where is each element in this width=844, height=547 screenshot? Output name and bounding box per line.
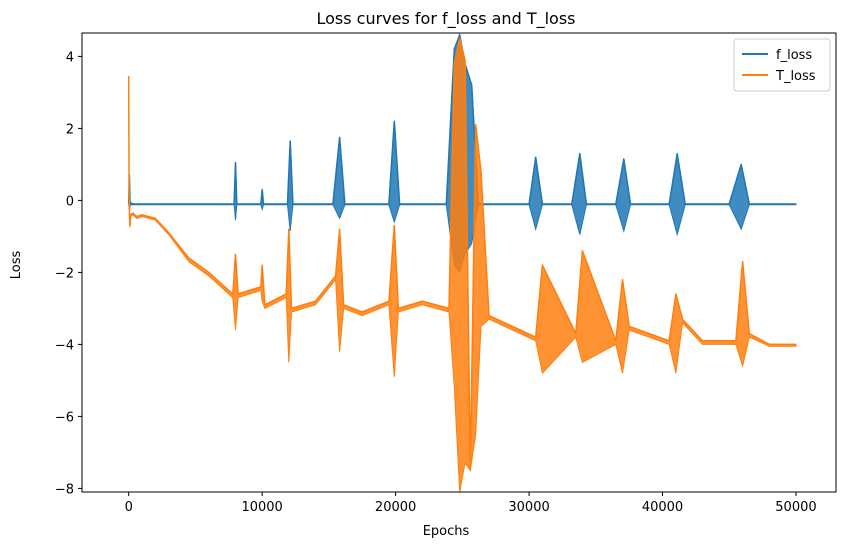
x-tick-label: 50000 — [775, 500, 816, 515]
x-tick-label: 30000 — [508, 500, 549, 515]
legend-label-t-loss: T_loss — [775, 69, 816, 84]
plot-area — [127, 33, 797, 492]
legend-box — [733, 38, 831, 92]
x-axis-title: Epochs — [423, 524, 470, 539]
axes-frame — [81, 32, 837, 493]
x-tick-label: 0 — [125, 500, 133, 515]
y-tick-label: 4 — [66, 50, 74, 65]
chart-title: Loss curves for f_loss and T_loss — [316, 9, 575, 29]
y-tick-label: −2 — [55, 266, 74, 281]
y-tick-label: −8 — [55, 482, 74, 497]
y-tick-label: −4 — [55, 338, 74, 353]
y-tick-label: 0 — [66, 194, 74, 209]
y-tick-label: 2 — [66, 122, 74, 137]
series-line-f-loss — [127, 34, 796, 205]
y-axis-title: Loss — [9, 251, 24, 280]
series-group — [127, 33, 797, 492]
series-line-t-loss — [127, 37, 796, 472]
y-tick-label: −6 — [55, 410, 74, 425]
x-tick-label: 20000 — [375, 500, 416, 515]
legend-label-f-loss: f_loss — [776, 48, 812, 63]
legend: f_loss T_loss — [733, 38, 831, 92]
x-tick-label: 40000 — [642, 500, 683, 515]
x-tick-label: 10000 — [241, 500, 282, 515]
axes: 0 10000 20000 30000 40000 50000 −8 −6 −4 −2 0 2 4 — [55, 32, 837, 515]
